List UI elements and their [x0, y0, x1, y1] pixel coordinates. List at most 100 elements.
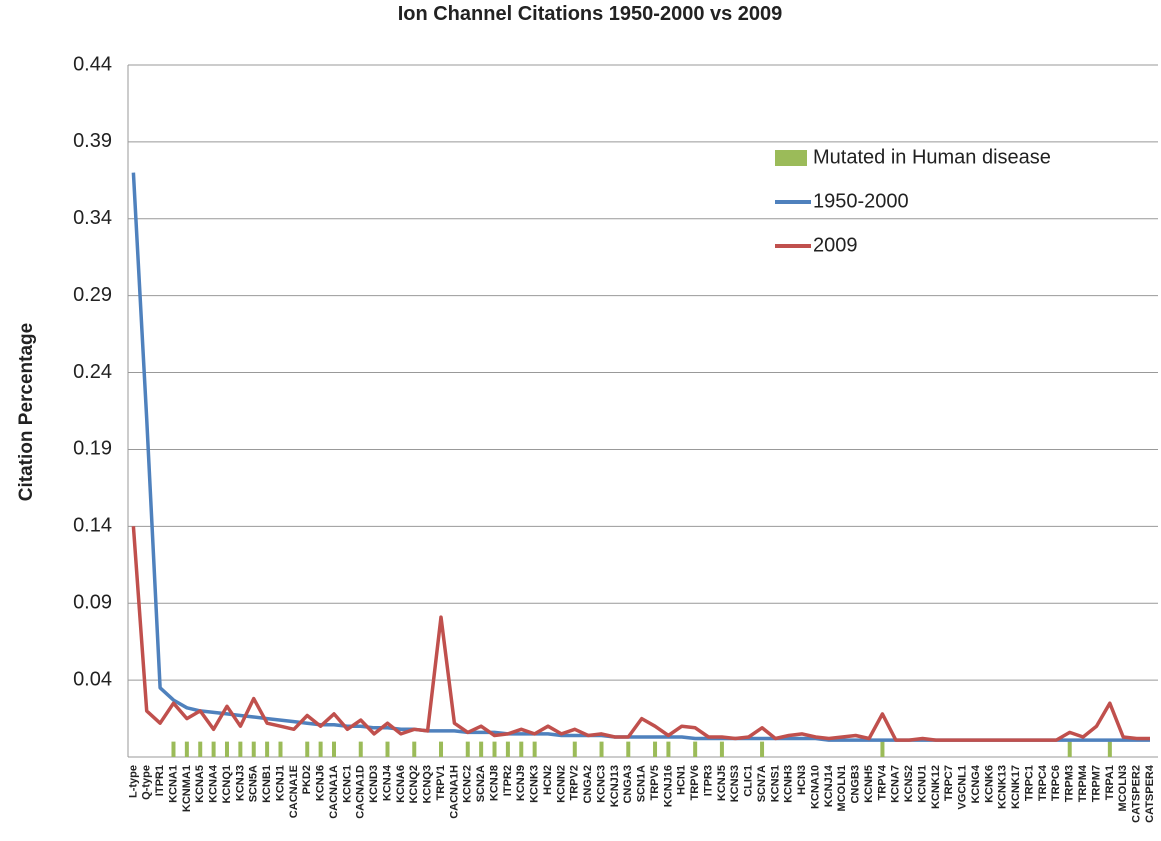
x-tick-label: KCNQ1 [221, 765, 233, 804]
x-tick-label: KCNJ14 [823, 764, 835, 807]
disease-bar [332, 741, 336, 757]
x-tick-label: CATSPER2 [1131, 765, 1143, 823]
x-tick-label: TRPC4 [1037, 764, 1049, 801]
disease-bar [198, 741, 203, 757]
x-tick-label: KCNA4 [208, 764, 220, 803]
x-tick-label: CACNA1H [448, 765, 460, 819]
x-tick-label: KCNK17 [1010, 765, 1022, 809]
disease-bar [519, 741, 524, 757]
x-tick-label: TRPA1 [1104, 765, 1116, 800]
x-tick-label: KCNJ4 [381, 764, 393, 801]
x-tick-label: KCNK3 [529, 765, 541, 803]
x-tick-label: TRPV2 [569, 765, 581, 800]
x-tick-label: TRPV4 [876, 764, 888, 800]
x-tick-label: KCNJ9 [515, 765, 527, 801]
legend-label: Mutated in Human disease [813, 146, 1051, 168]
x-tick-label: CACNA1E [288, 765, 300, 818]
x-tick-label: SCN2A [475, 765, 487, 802]
x-tick-label: KCNB1 [261, 765, 273, 803]
x-tick-label: TRPC6 [1050, 765, 1062, 801]
x-tick-label: KCNK6 [983, 765, 995, 803]
disease-bar [358, 741, 363, 757]
disease-bar [318, 741, 323, 757]
disease-bar [599, 741, 604, 757]
x-tick-label: TRPV1 [435, 765, 447, 800]
x-tick-label: KCNJ5 [716, 765, 728, 801]
x-tick-label: CACNA1A [328, 765, 340, 819]
chart-title: Ion Channel Citations 1950-2000 vs 2009 [398, 3, 783, 25]
disease-bar [465, 741, 470, 757]
disease-bar [171, 741, 176, 757]
y-axis-label: Citation Percentage [16, 323, 37, 501]
x-tick-label: TRPC1 [1023, 765, 1035, 801]
disease-bar [439, 741, 444, 757]
disease-bar [760, 741, 765, 757]
x-tick-label: TRPV5 [649, 765, 661, 800]
x-tick-label: KCNS3 [729, 765, 741, 802]
x-tick-label: KCNJ3 [234, 765, 246, 801]
legend-label: 1950-2000 [813, 190, 909, 212]
x-tick-label: KCNJ1 [274, 765, 286, 801]
y-tick-label: 0.44 [73, 53, 112, 75]
x-tick-label: KCNQ2 [408, 765, 420, 804]
x-tick-label: KCNJ16 [662, 765, 674, 807]
y-tick-label: 0.09 [73, 592, 112, 614]
disease-bar [238, 741, 243, 757]
y-tick-label: 0.39 [73, 130, 112, 152]
series-line [131, 526, 1150, 742]
x-tick-label: KCNH5 [863, 765, 875, 803]
x-tick-label: KCNG4 [970, 764, 982, 803]
disease-bar [184, 741, 189, 757]
x-tick-label: MCOLN1 [836, 765, 848, 811]
x-tick-label: KCNA5 [194, 765, 206, 803]
x-tick-label: CNGB3 [850, 765, 862, 804]
legend-swatch [775, 150, 807, 166]
y-tick-label: 0.19 [73, 438, 112, 460]
y-tick-label: 0.29 [73, 284, 112, 306]
x-tick-label: KCNH3 [783, 765, 795, 803]
x-tick-label: CNGA2 [582, 765, 594, 804]
x-tick-label: KCNU1 [916, 765, 928, 803]
disease-bar [1107, 741, 1112, 757]
x-tick-label: TRPM4 [1077, 764, 1089, 802]
x-tick-label: HCN3 [796, 765, 808, 795]
x-tick-label: KCNK12 [930, 765, 942, 809]
x-tick-label: KCNA6 [395, 765, 407, 803]
disease-bar [479, 741, 484, 757]
x-tick-label: SCN7A [756, 765, 768, 802]
x-tick-label: KCNC2 [462, 765, 474, 803]
x-tick-label: KCNJ13 [609, 765, 621, 807]
x-tick-label: ITPR3 [702, 765, 714, 796]
y-tick-label: 0.24 [73, 361, 112, 383]
x-tick-label: ITPR1 [154, 765, 166, 796]
x-tick-label: PKD2 [301, 765, 313, 794]
disease-bar [305, 741, 310, 757]
x-tick-label: TRPM3 [1064, 765, 1076, 802]
x-tick-label: KCNQ3 [422, 765, 434, 804]
x-tick-label: TRPV6 [689, 765, 701, 800]
x-tick-label: KCNC3 [595, 765, 607, 803]
x-tick-label: KCNN2 [555, 765, 567, 803]
disease-bar [880, 741, 885, 757]
x-tick-label: TRPC7 [943, 765, 955, 801]
x-tick-label: HCN2 [542, 765, 554, 795]
x-tick-label: CNGA3 [622, 765, 634, 804]
x-tick-label: KCND3 [368, 765, 380, 803]
x-tick-label: Q-type [141, 765, 153, 800]
disease-bar [412, 741, 417, 757]
x-tick-label: ITPR2 [502, 765, 514, 796]
x-tick-label: KCNK13 [997, 765, 1009, 809]
x-tick-label: KCNMA1 [181, 765, 193, 812]
series-line [131, 172, 1150, 742]
x-tick-label: KCNJ8 [488, 765, 500, 801]
x-tick-label: CACNA1D [355, 765, 367, 819]
x-tick-label: VGCNL1 [957, 765, 969, 810]
x-tick-label: TRPM7 [1090, 765, 1102, 802]
disease-bar [224, 741, 229, 757]
disease-bar [626, 741, 631, 757]
disease-bar [719, 741, 724, 757]
legend-label: 2009 [813, 234, 858, 256]
y-tick-label: 0.04 [73, 668, 112, 690]
disease-bar [265, 741, 270, 757]
x-tick-label: KCNA1 [167, 765, 179, 803]
